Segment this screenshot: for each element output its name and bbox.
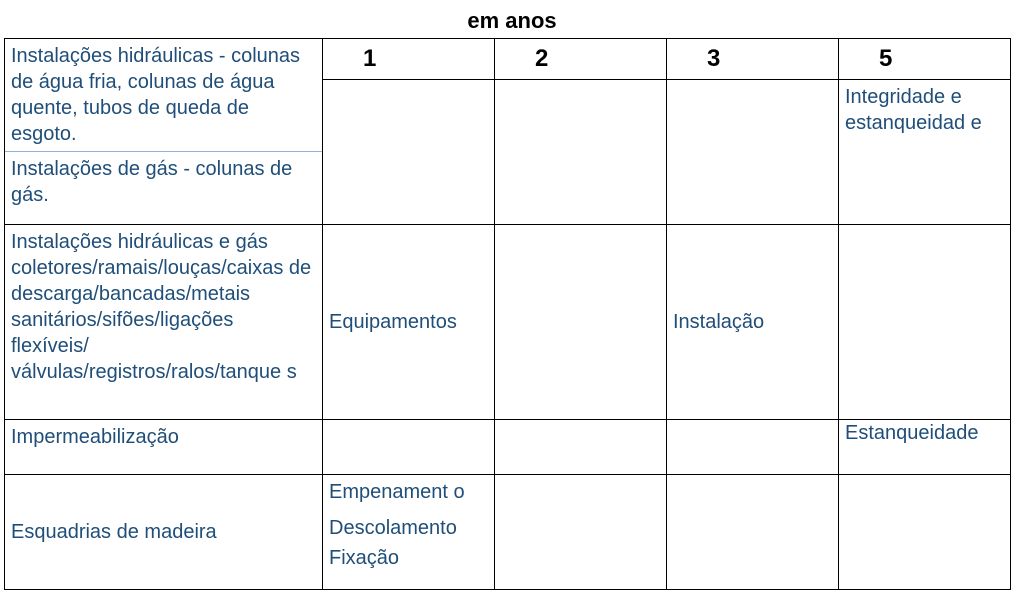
row2-desc: Instalações hidráulicas e gás coletores/… [5,225,323,420]
row1-c3 [667,80,839,225]
row4-c5 [839,475,1011,590]
row4-c1-l2: Descolamento [323,509,494,545]
row3-c5: Estanqueidade [839,420,1011,475]
row2-c2 [495,225,667,420]
row3-c1 [323,420,495,475]
col-header-2: 2 [495,39,667,80]
row4-c2 [495,475,667,590]
row3-c2 [495,420,667,475]
row4-c1-l1: Empenament o [323,475,494,509]
row4-c3 [667,475,839,590]
col-header-3: 3 [667,39,839,80]
row1-c2 [495,80,667,225]
row3-c5-text: Estanqueidade [839,420,1010,450]
row1-c1 [323,80,495,225]
row2-c1: Equipamentos [323,225,495,420]
col-header-1: 1 [323,39,495,80]
row3-desc: Impermeabilização [5,420,323,475]
row2-c3-text: Instalação [673,309,764,335]
row4-desc-text: Esquadrias de madeira [11,519,217,545]
row1-desc-p2: Instalações de gás - colunas de gás. [5,151,322,212]
row3-desc-text: Impermeabilização [5,420,322,454]
row1-desc-p1: Instalações hidráulicas - colunas de águ… [5,39,322,151]
row2-desc-text: Instalações hidráulicas e gás coletores/… [5,225,322,389]
row1-c5-text: Integridade e estanqueidad e [839,80,1010,140]
periodicity-table: Instalações hidráulicas - colunas de águ… [4,38,1011,590]
row4-c1: Empenament o Descolamento Fixação [323,475,495,590]
table-title: em anos [4,8,1020,34]
col-header-5: 5 [839,39,1011,80]
row2-c3: Instalação [667,225,839,420]
row3-c3 [667,420,839,475]
row2-c1-text: Equipamentos [329,309,457,335]
row2-c5 [839,225,1011,420]
row4-desc: Esquadrias de madeira [5,475,323,590]
row1-desc: Instalações hidráulicas - colunas de águ… [5,39,323,225]
row4-c1-l3: Fixação [323,545,494,575]
row1-c5: Integridade e estanqueidad e [839,80,1011,225]
